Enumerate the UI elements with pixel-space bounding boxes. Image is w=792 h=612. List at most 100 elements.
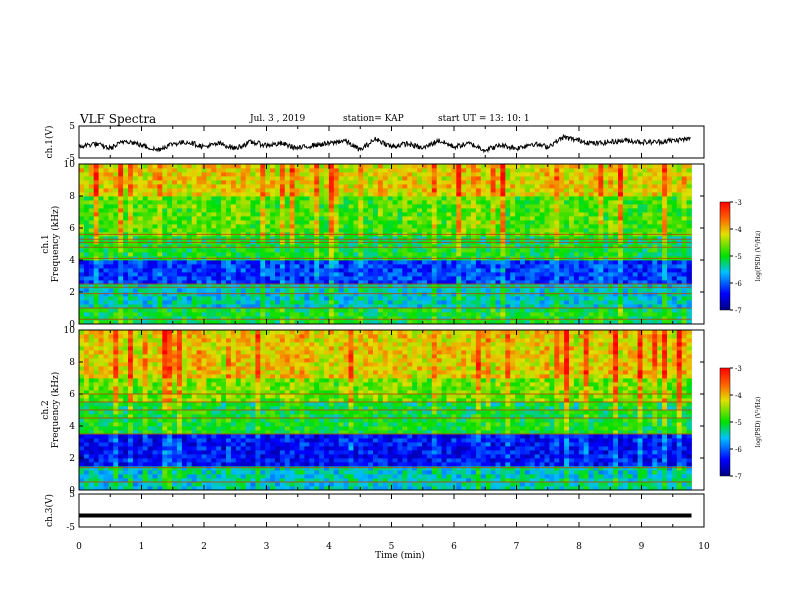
spectrogram-cell	[177, 216, 183, 221]
spectrogram-cell	[128, 248, 134, 253]
spectrogram-cell	[524, 312, 531, 317]
spectrogram-cell	[294, 280, 300, 285]
spectrogram-cell	[177, 264, 183, 269]
spectrogram-cell	[466, 192, 472, 197]
spectrogram-cell	[397, 184, 403, 189]
spectrogram-cell	[485, 164, 491, 169]
spectrogram-cell	[573, 168, 580, 173]
spectrogram-cell	[230, 196, 237, 201]
spectrogram-cell	[324, 236, 330, 241]
spectrogram-cell	[583, 216, 589, 221]
spectrogram-cell	[588, 244, 594, 249]
spectrogram-cell	[260, 204, 266, 209]
spectrogram-cell	[632, 188, 638, 193]
spectrogram-cell	[98, 316, 104, 321]
spectrogram-cell	[216, 272, 222, 277]
spectrogram-cell	[245, 272, 251, 277]
spectrogram-cell	[226, 280, 232, 285]
spectrogram-cell	[603, 252, 609, 257]
spectrogram-cell	[578, 272, 585, 277]
spectrogram-cell	[88, 220, 95, 225]
spectrogram-cell	[480, 280, 487, 285]
spectrogram-cell	[221, 252, 227, 257]
spectrogram-cell	[368, 208, 374, 213]
spectrogram-cell	[324, 272, 330, 277]
spectrogram-cell	[353, 220, 359, 225]
spectrogram-cell	[118, 228, 124, 233]
spectrogram-cell	[500, 200, 506, 205]
spectrogram-cell	[529, 320, 536, 325]
spectrogram-cell	[245, 316, 251, 321]
spectrogram-cell	[373, 208, 379, 213]
spectrogram-cell	[431, 304, 438, 309]
spectrogram-cell	[387, 296, 393, 301]
spectrogram-cell	[333, 180, 340, 185]
spectrogram-cell	[216, 260, 222, 265]
spectrogram-cell	[368, 236, 374, 241]
spectrogram-cell	[622, 216, 629, 221]
spectrogram-cell	[279, 308, 286, 313]
spectrogram-cell	[348, 236, 354, 241]
spectrogram-cell	[324, 296, 330, 301]
spectrogram-cell	[294, 204, 300, 209]
spectrogram-cell	[485, 272, 491, 277]
spectrogram-cell	[186, 176, 193, 181]
spectrogram-cell	[245, 280, 251, 285]
spectrogram-cell	[652, 224, 658, 229]
spectrogram-cell	[245, 288, 251, 293]
spectrogram-cell	[618, 280, 624, 285]
spectrogram-cell	[289, 200, 295, 205]
spectrogram-cell	[206, 312, 212, 317]
spectrogram-cell	[196, 320, 202, 325]
spectrogram-cell	[402, 192, 408, 197]
spectrogram-cell	[177, 224, 183, 229]
spectrogram-cell	[348, 292, 354, 297]
spectrogram-cell	[358, 300, 364, 305]
spectrogram-cell	[451, 272, 457, 277]
spectrogram-cell	[564, 264, 570, 269]
spectrogram-cell	[529, 280, 536, 285]
spectrogram-cell	[79, 248, 85, 253]
spectrogram-cell	[348, 196, 354, 201]
spectrogram-cell	[529, 276, 536, 281]
spectrogram-cell	[500, 220, 506, 225]
spectrogram-cell	[578, 216, 585, 221]
spectrogram-cell	[363, 316, 369, 321]
spectrogram-cell	[377, 212, 384, 217]
spectrogram-cell	[392, 212, 398, 217]
spectrogram-cell	[686, 236, 692, 241]
spectrogram-cell	[304, 260, 310, 265]
spectrogram-cell	[181, 216, 188, 221]
spectrogram-cell	[622, 308, 629, 313]
spectrogram-cell	[348, 304, 354, 309]
spectrogram-cell	[147, 188, 153, 193]
spectrogram-cell	[412, 228, 418, 233]
spectrogram-cell	[382, 244, 389, 249]
spectrogram-cell	[642, 292, 648, 297]
spectrogram-cell	[397, 276, 403, 281]
spectrogram-cell	[181, 184, 188, 189]
spectrogram-cell	[627, 200, 634, 205]
spectrogram-cell	[564, 288, 570, 293]
spectrogram-cell	[554, 220, 560, 225]
spectrogram-cell	[108, 288, 114, 293]
spectrogram-cell	[515, 280, 521, 285]
spectrogram-cell	[569, 180, 575, 185]
spectrogram-cell	[289, 252, 295, 257]
spectrogram-cell	[284, 272, 291, 277]
spectrogram-cell	[314, 224, 320, 229]
spectrogram-cell	[373, 284, 379, 289]
spectrogram-cell	[529, 308, 536, 313]
spectrogram-cell	[397, 164, 403, 169]
spectrogram-cell	[657, 212, 663, 217]
spectrogram-cell	[132, 308, 139, 313]
spectrogram-cell	[622, 220, 629, 225]
spectrogram-cell	[461, 260, 467, 265]
spectrogram-cell	[667, 180, 673, 185]
spectrogram-cell	[333, 280, 340, 285]
spectrogram-cell	[250, 244, 256, 249]
spectrogram-cell	[123, 208, 129, 213]
spectrogram-cell	[495, 188, 501, 193]
spectrogram-cell	[245, 236, 251, 241]
spectrogram-cell	[613, 252, 619, 257]
